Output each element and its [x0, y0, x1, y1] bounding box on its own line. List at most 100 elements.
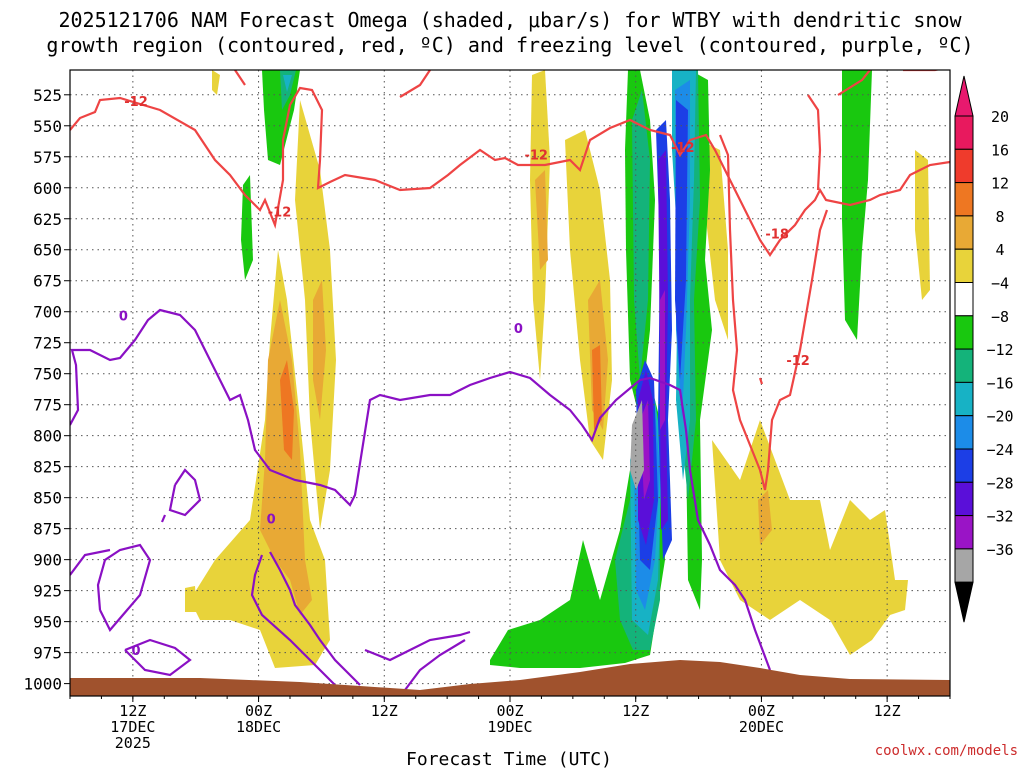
contour-purple-zero-loop-a [96, 543, 152, 632]
x-axis-label: Forecast Time (UTC) [406, 749, 612, 768]
contour-label-9: 0 [514, 322, 523, 337]
shade-yellow-5 [565, 130, 612, 460]
colorbar-swatch-8 [954, 381, 974, 417]
contour-label-7: 0 [131, 644, 140, 659]
contour-purple-zero-mid-b [404, 639, 466, 691]
y-tick-label-900: 900 [33, 551, 62, 570]
y-tick-label-875: 875 [33, 520, 62, 539]
shade-dblue-3 [675, 100, 688, 380]
colorbar-swatch-2 [954, 182, 974, 217]
contour-label-8: 0 [267, 513, 276, 528]
shade-teal-1 [280, 70, 296, 110]
contour-purple-zero-main [70, 308, 772, 671]
colorbar-label-2: 12 [991, 175, 1009, 193]
contour-purple-zero-dot [160, 514, 167, 523]
omega-shading-strong-negative [630, 100, 688, 570]
y-tick-label-800: 800 [33, 427, 62, 446]
x-tick-label-0-1: 17DEC [110, 718, 155, 736]
contour-labels: -12 -12 -12 -12 -18 -12 0 0 0 0 [119, 95, 810, 659]
colorbar-swatch-9 [954, 415, 974, 450]
contour-red-minus12-lower [718, 134, 829, 491]
colorbar-label-1: 16 [991, 141, 1009, 159]
colorbar-swatch-6 [954, 315, 974, 350]
shade-purple-2 [660, 290, 665, 430]
dendritic-growth-contours [70, 70, 950, 491]
colorbar-label-7: −12 [986, 341, 1013, 359]
x-tick-label-6-0: 12Z [874, 702, 901, 720]
colorbar-swatch-3 [954, 215, 974, 250]
terrain-ground [70, 660, 950, 696]
y-tick-label-700: 700 [33, 303, 62, 322]
colorbar-swatch-1 [954, 148, 974, 184]
contour-red-minus12-upper [70, 86, 950, 257]
colorbar-label-3: 8 [995, 208, 1004, 226]
y-tick-label-825: 825 [33, 458, 62, 477]
y-tick-label-950: 950 [33, 613, 62, 632]
colorbar-swatch-11 [954, 481, 974, 517]
y-tick-label-650: 650 [33, 241, 62, 260]
colorbar-label-12: −32 [986, 508, 1013, 526]
contour-red-minus18 [807, 94, 822, 191]
x-tick-label-1-0: 00Z [245, 702, 272, 720]
shade-gold-5 [758, 490, 772, 545]
contour-label-2: -12 [524, 148, 548, 163]
shade-yellow-3 [212, 70, 220, 95]
colorbar-swatch-12 [954, 515, 974, 550]
y-tick-label-525: 525 [33, 86, 62, 105]
credit-text: coolwx.com/models [875, 743, 1018, 759]
colorbar-label-8: −16 [986, 374, 1013, 392]
colorbar-top-arrow [954, 75, 974, 117]
colorbar-label-5: −4 [991, 275, 1009, 293]
colorbar: 20 16 12 8 4 −4 −8 −12 −16 −20 −24 −28 −32 −36 [954, 75, 1014, 623]
colorbar-swatch-0 [954, 115, 974, 150]
shade-yellow-9 [185, 586, 197, 612]
y-tick-label-850: 850 [33, 489, 62, 508]
shade-teal-3 [632, 90, 650, 380]
y-tick-label-975: 975 [33, 644, 62, 663]
shade-gold-3 [535, 170, 548, 270]
shade-green-1 [262, 70, 300, 165]
x-tick-label-1-1: 18DEC [236, 718, 281, 736]
y-tick-label-600: 600 [33, 179, 62, 198]
contour-label-4: -18 [765, 228, 789, 243]
colorbar-swatch-13 [954, 548, 974, 583]
y-tick-label-1000: 1000 [23, 675, 62, 694]
shade-gray-core [630, 400, 644, 490]
colorbar-label-13: −36 [986, 541, 1013, 559]
colorbar-label-6: −8 [991, 308, 1009, 326]
plot-area: -12 -12 -12 -12 -18 -12 0 0 0 0 [70, 70, 950, 696]
chart-title-line-1: 2025121706 NAM Forecast Omega (shaded, μ… [58, 8, 962, 32]
shade-green-6 [842, 70, 872, 340]
shade-yellow-8 [915, 150, 930, 300]
y-tick-label-550: 550 [33, 117, 62, 136]
freezing-level-contours [70, 308, 772, 691]
chart-title-line-2: growth region (contoured, red, ºC) and f… [46, 33, 973, 57]
colorbar-label-11: −28 [986, 474, 1013, 492]
colorbar-swatch-10 [954, 448, 974, 483]
contour-label-6: 0 [119, 309, 128, 324]
shade-yellow-7 [712, 420, 908, 655]
contour-purple-zero-loop-b [168, 468, 202, 517]
x-tick-label-5-0: 00Z [748, 702, 775, 720]
y-axis-ticks: 525 550 575 600 625 650 675 700 725 750 775 800 825 8… [23, 86, 70, 694]
shade-cyan-1 [283, 75, 292, 92]
y-tick-label-750: 750 [33, 365, 62, 384]
x-tick-label-3-1: 19DEC [487, 718, 532, 736]
contour-label-5: -12 [786, 354, 810, 369]
colorbar-bottom-arrow [954, 581, 974, 623]
colorbar-label-0: 20 [991, 108, 1009, 126]
contour-red-dot [758, 377, 764, 385]
colorbar-label-4: 4 [995, 241, 1004, 259]
x-tick-label-5-1: 20DEC [739, 718, 784, 736]
colorbar-swatch-7 [954, 348, 974, 383]
colorbar-swatch-5 [954, 282, 974, 317]
shade-orange-2 [592, 345, 602, 430]
contour-purple-zero-left [70, 548, 111, 576]
omega-shading-orange [280, 345, 602, 460]
contour-label-3: -12 [671, 141, 695, 156]
y-tick-label-775: 775 [33, 396, 62, 415]
contour-purple-zero-lower-a [269, 551, 361, 686]
y-tick-label-575: 575 [33, 148, 62, 167]
colorbar-swatch-4 [954, 248, 974, 283]
